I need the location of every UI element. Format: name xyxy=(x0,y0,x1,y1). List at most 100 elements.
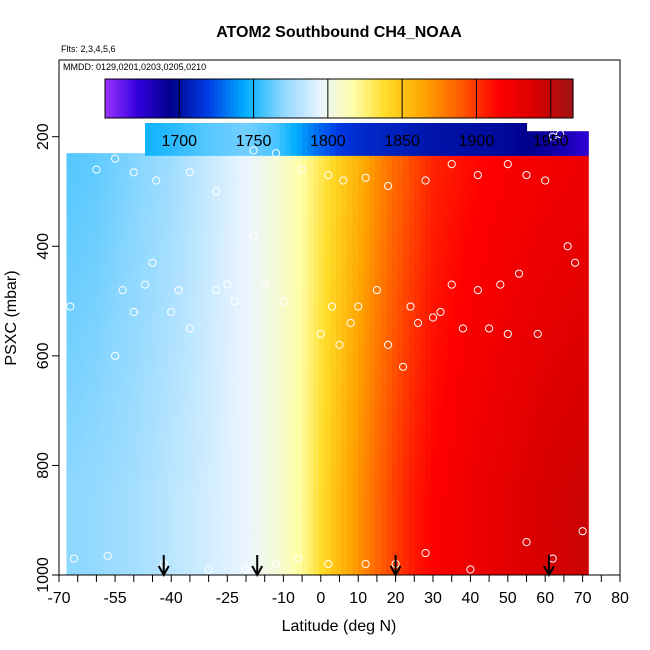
heatmap-cell xyxy=(375,525,382,535)
heatmap-cell xyxy=(313,509,320,519)
heatmap-cell xyxy=(94,268,101,278)
heatmap-cell xyxy=(66,539,73,549)
heatmap-cell xyxy=(447,353,455,362)
heatmap-cell xyxy=(105,514,112,524)
heatmap-cell xyxy=(464,328,471,338)
heatmap-cell xyxy=(318,459,326,469)
heatmap-cell xyxy=(442,139,449,149)
heatmap-cell xyxy=(425,295,432,305)
heatmap-cell xyxy=(262,279,270,288)
heatmap-cell xyxy=(442,468,449,477)
heatmap-cell xyxy=(363,509,371,519)
heatmap-cell xyxy=(520,525,528,535)
heatmap-cell xyxy=(419,525,427,535)
heatmap-cell xyxy=(189,205,197,215)
heatmap-cell xyxy=(554,385,561,395)
heatmap-cell xyxy=(318,517,326,527)
heatmap-cell xyxy=(116,564,124,573)
heatmap-cell xyxy=(520,246,528,256)
heatmap-cell xyxy=(565,320,572,330)
heatmap-cell xyxy=(565,427,572,436)
heatmap-cell xyxy=(257,484,264,494)
heatmap-cell xyxy=(358,542,365,551)
heatmap-cell xyxy=(358,270,365,280)
heatmap-cell xyxy=(234,205,241,215)
heatmap-cell xyxy=(526,270,533,280)
heatmap-cell xyxy=(380,262,387,272)
heatmap-cell xyxy=(419,501,427,510)
heatmap-cell xyxy=(560,188,567,198)
heatmap-cell xyxy=(509,254,516,264)
heatmap-cell xyxy=(122,416,129,425)
heatmap-cell xyxy=(565,501,572,510)
heatmap-cell xyxy=(487,196,494,206)
heatmap-cell xyxy=(431,238,438,247)
heatmap-cell xyxy=(425,566,432,575)
heatmap-cell xyxy=(363,344,371,354)
heatmap-cell xyxy=(318,238,326,247)
heatmap-cell xyxy=(358,517,365,527)
heatmap-cell xyxy=(560,205,567,215)
heatmap-cell xyxy=(246,295,253,305)
heatmap-cell xyxy=(77,531,84,540)
heatmap-cell xyxy=(195,155,202,165)
heatmap-cell xyxy=(240,188,247,198)
heatmap-cell xyxy=(358,336,365,346)
heatmap-cell xyxy=(105,498,112,508)
heatmap-cell xyxy=(330,164,337,173)
heatmap-cell xyxy=(167,205,174,215)
heatmap-cell xyxy=(509,287,516,297)
heatmap-cell xyxy=(285,196,292,206)
heatmap-cell xyxy=(161,377,169,387)
heatmap-cell xyxy=(554,402,561,412)
heatmap-cell xyxy=(145,180,152,190)
heatmap-cell xyxy=(453,303,460,313)
heatmap-cell xyxy=(520,344,528,354)
heatmap-cell xyxy=(324,525,331,535)
heatmap-cell xyxy=(88,358,96,368)
heatmap-cell xyxy=(447,468,455,477)
heatmap-cell xyxy=(548,410,556,420)
heatmap-cell xyxy=(363,205,371,215)
heatmap-cell xyxy=(167,270,174,280)
heatmap-cell xyxy=(576,451,584,461)
heatmap-cell xyxy=(391,262,399,272)
heatmap-cell xyxy=(302,468,309,477)
heatmap-cell xyxy=(229,213,236,223)
heatmap-cell xyxy=(492,550,500,560)
heatmap-cell xyxy=(481,221,488,231)
heatmap-cell xyxy=(431,410,438,420)
heatmap-cell xyxy=(504,566,511,575)
heatmap-cell xyxy=(223,566,230,575)
heatmap-cell xyxy=(274,394,281,404)
heatmap-cell xyxy=(414,435,421,445)
heatmap-cell xyxy=(532,172,539,182)
heatmap-cell xyxy=(133,490,141,499)
heatmap-cell xyxy=(195,509,202,519)
heatmap-cell xyxy=(436,344,443,354)
heatmap-cell xyxy=(560,246,567,256)
heatmap-cell xyxy=(487,279,494,288)
heatmap-cell xyxy=(532,328,539,338)
heatmap-cell xyxy=(397,435,404,445)
heatmap-cell xyxy=(369,287,376,297)
heatmap-cell xyxy=(397,558,404,568)
heatmap-cell xyxy=(453,443,460,453)
heatmap-cell xyxy=(492,533,500,543)
heatmap-cell xyxy=(526,550,533,560)
heatmap-cell xyxy=(201,476,208,486)
heatmap-cell xyxy=(436,279,443,288)
heatmap-cell xyxy=(201,525,208,535)
heatmap-cell xyxy=(543,484,550,494)
heatmap-cell xyxy=(447,213,455,223)
heatmap-cell xyxy=(464,509,471,519)
heatmap-cell xyxy=(442,459,449,469)
heatmap-cell xyxy=(229,550,236,560)
heatmap-cell xyxy=(436,435,443,445)
heatmap-cell xyxy=(520,155,528,165)
heatmap-cell xyxy=(313,476,320,486)
heatmap-cell xyxy=(380,525,387,535)
heatmap-cell xyxy=(352,221,359,231)
heatmap-cell xyxy=(453,295,460,305)
heatmap-cell xyxy=(391,180,399,190)
